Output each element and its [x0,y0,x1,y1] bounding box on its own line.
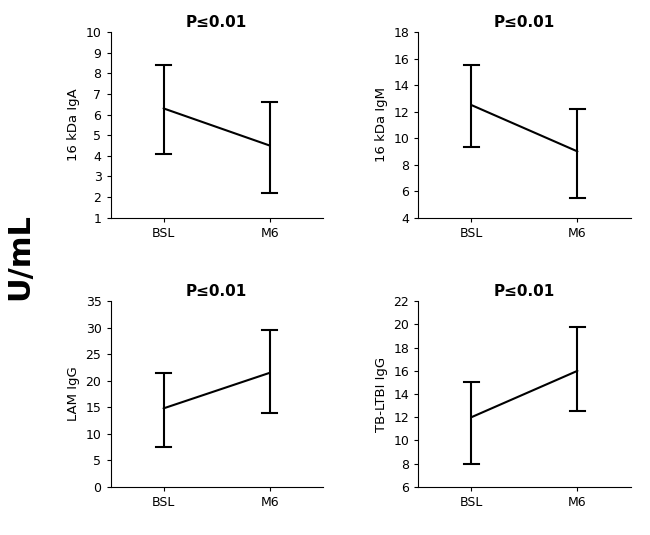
Title: P≤0.01: P≤0.01 [186,14,247,29]
Title: P≤0.01: P≤0.01 [186,284,247,299]
Y-axis label: LAM IgG: LAM IgG [67,366,80,422]
Text: U/mL: U/mL [5,213,34,300]
Title: P≤0.01: P≤0.01 [494,14,555,29]
Title: P≤0.01: P≤0.01 [494,284,555,299]
Y-axis label: TB-LTBI IgG: TB-LTBI IgG [375,356,388,432]
Y-axis label: 16 kDa IgA: 16 kDa IgA [67,88,80,161]
Y-axis label: 16 kDa IgM: 16 kDa IgM [375,87,388,163]
